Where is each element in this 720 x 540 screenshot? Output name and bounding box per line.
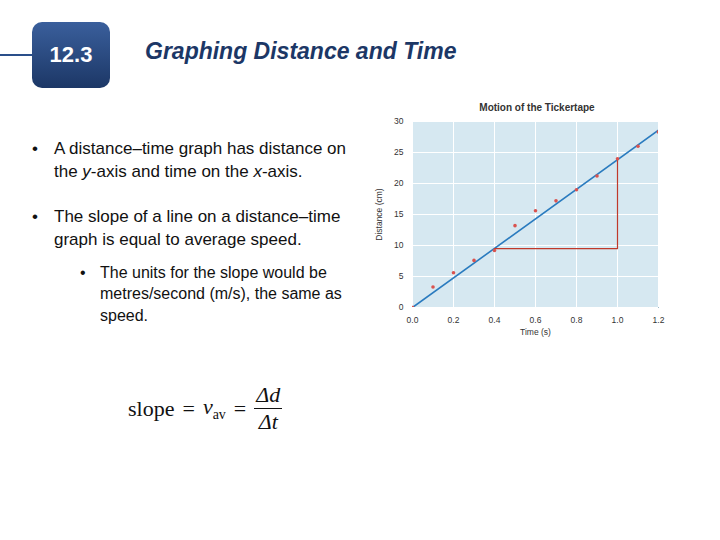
- html-text:Motion of the Tickertape: Motion of the Tickertape: [479, 102, 595, 113]
- svg-text:0: 0: [399, 302, 404, 312]
- html-text:Δd: Δd: [256, 382, 281, 407]
- html-text:The slope of a line on a dista: The slope of a line on a distance–time g…: [54, 206, 341, 249]
- svg-text:0.6: 0.6: [530, 315, 542, 325]
- svg-text:5: 5: [399, 271, 404, 281]
- svg-text:1.2: 1.2: [653, 315, 665, 325]
- svg-text:30: 30: [394, 116, 404, 126]
- html-text:Δt: Δt: [258, 409, 278, 434]
- svg-text:15: 15: [394, 209, 404, 219]
- html-text:A distance–time graph has dist: A distance–time graph has distance on th…: [54, 139, 346, 181]
- svg-text:0.4: 0.4: [489, 315, 501, 325]
- svg-text:20: 20: [394, 178, 404, 188]
- html-text:Graphing Distance and Time: Graphing Distance and Time: [145, 38, 457, 64]
- html-text:slope = vav =: slope = vav =: [128, 393, 247, 423]
- html-text:12.3: 12.3: [49, 42, 93, 67]
- svg-text:25: 25: [394, 147, 404, 157]
- html-text:The units for the slope would: The units for the slope would be metres/…: [100, 263, 342, 324]
- svg-text:Time (s): Time (s): [520, 327, 551, 337]
- svg-text:10: 10: [394, 240, 404, 250]
- svg-text:0.2: 0.2: [448, 315, 460, 325]
- svg-text:0.0: 0.0: [407, 315, 419, 325]
- svg-text:Distance (cm): Distance (cm): [374, 188, 384, 241]
- svg-text:0.8: 0.8: [571, 315, 583, 325]
- svg-text:1.0: 1.0: [612, 315, 624, 325]
